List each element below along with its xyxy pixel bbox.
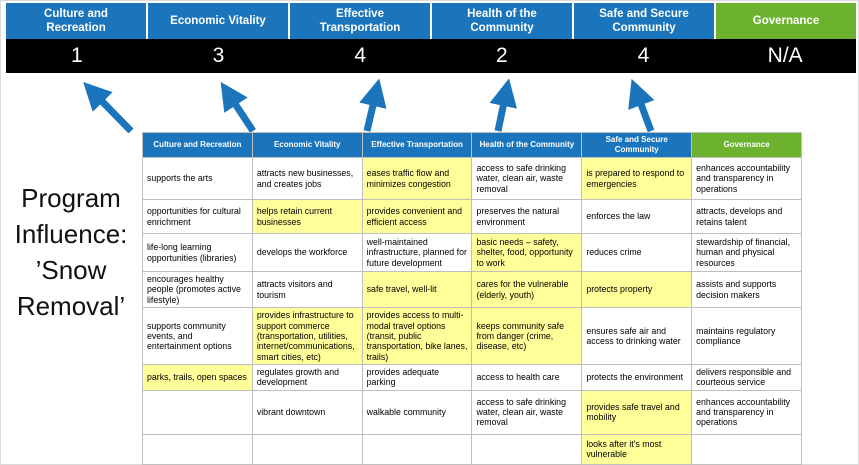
score-value-3: 4 [354,44,366,67]
matrix-row-7: vibrant downtown walkable community access… [142,389,802,435]
matrix-cell-r6-c1: parks, trails, open spaces [142,364,253,391]
matrix-container: Culture and Recreation Economic Vitality E… [142,132,802,465]
matrix-cell-r8-c6 [691,433,802,465]
matrix-cell-r1-c2: attracts new businesses, and creates job… [251,157,363,200]
matrix-row-3: life-long learning opportunities (librar… [142,233,802,272]
matrix-cell-r5-c2: provides infrastructure to support comme… [251,307,363,365]
matrix-row-1: supports the arts attracts new businesses… [142,157,802,200]
matrix-header-row: Culture and Recreation Economic Vitality E… [142,132,802,158]
matrix-cell-r5-c5: ensures safe air and access to drinking … [581,307,693,365]
matrix-cell-r7-c5: provides safe travel and mobility [581,389,693,435]
matrix-cell-r8-c5: looks after it's most vulnerable [581,433,693,465]
matrix-header-4: Health of the Community [471,132,583,158]
score-value-2: 3 [212,44,225,67]
scoreboard-label-6: Governance [716,3,856,39]
matrix-cell-r8-c2 [251,433,363,465]
matrix-row-5: supports community events, and entertain… [142,307,802,365]
matrix-row-4: encourages healthy people (promotes acti… [142,270,802,309]
influence-arrow-4 [489,78,517,132]
score-bar: 1 3 4 2 4 N/A [6,39,856,73]
matrix-cell-r4-c3: safe travel, well-lit [361,270,473,309]
scoreboard-label-3: Effective Transportation [290,3,430,39]
influence-arrows [83,78,655,133]
matrix-cell-r6-c3: provides adequate parking [361,364,473,391]
matrix-cell-r2-c5: enforces the law [581,199,693,234]
matrix-cell-r2-c1: opportunities for cultural enrichment [142,199,253,234]
matrix-cell-r4-c4: cares for the vulnerable (elderly, youth… [471,270,583,309]
matrix-cell-r8-c3 [361,433,473,465]
matrix-cell-r3-c2: develops the workforce [251,233,363,272]
influence-arrow-1 [83,81,134,133]
scoreboard-label-2: Economic Vitality [148,3,288,39]
matrix-cell-r4-c5: protects property [581,270,693,309]
matrix-cell-r4-c6: assists and supports decision makers [691,270,802,309]
matrix-cell-r5-c6: maintains regulatory compliance [691,307,802,365]
influence-arrow-3 [359,78,387,132]
scoreboard-label-1: Culture and Recreation [6,3,146,39]
matrix-cell-r8-c4 [471,433,583,465]
matrix-cell-r6-c4: access to health care [471,364,583,391]
matrix-cell-r4-c1: encourages healthy people (promotes acti… [142,270,253,309]
matrix-cell-r2-c3: provides convenient and efficient access [361,199,473,234]
matrix-cell-r5-c4: keeps community safe from danger (crime,… [471,307,583,365]
page-title: Program Influence: ’Snow Removal’ [14,183,128,321]
matrix-table: Culture and Recreation Economic Vitality E… [142,132,802,465]
matrix-cell-r7-c3: walkable community [361,389,473,435]
matrix-cell-r2-c4: preserves the natural environment [471,199,583,234]
matrix-cell-r5-c1: supports community events, and entertain… [142,307,253,365]
matrix-cell-r3-c4: basic needs – safety, shelter, food, opp… [471,233,583,272]
matrix-cell-r2-c2: helps retain current businesses [251,199,363,234]
matrix-header-1: Culture and Recreation [142,132,253,158]
score-value-6: N/A [767,44,803,67]
scoreboard-label-5: Safe and Secure Community [574,3,714,39]
matrix-cell-r3-c6: stewardship of financial, human and phys… [691,233,802,272]
scoreboard-label-4: Health of the Community [432,3,572,39]
score-value-4: 2 [495,44,508,67]
score-value-1: 1 [70,44,83,67]
top-scoreboard: Culture and Recreation Economic Vitality E… [6,3,856,39]
matrix-cell-r2-c6: attracts, develops and retains talent [691,199,802,234]
matrix-cell-r7-c4: access to safe drinking water, clean air… [471,389,583,435]
matrix-cell-r3-c5: reduces crime [581,233,693,272]
matrix-cell-r1-c1: supports the arts [142,157,253,200]
matrix-cell-r6-c6: delivers responsible and courteous servi… [691,364,802,391]
matrix-cell-r4-c2: attracts visitors and tourism [251,270,363,309]
matrix-cell-r7-c1 [142,389,253,435]
matrix-header-3: Effective Transportation [361,132,473,158]
matrix-row-6: parks, trails, open spaces regulates grow… [142,364,802,391]
matrix-cell-r1-c6: enhances accountability and transparency… [691,157,802,200]
matrix-row-2: opportunities for cultural enrichment hel… [142,199,802,234]
matrix-cell-r6-c2: regulates growth and development [251,364,363,391]
influence-arrow-5 [628,78,655,133]
matrix-header-6: Governance [691,132,802,158]
matrix-row-8: looks after it's most vulnerable [142,433,802,465]
matrix-cell-r7-c6: enhances accountability and transparency… [691,389,802,435]
matrix-cell-r3-c3: well-maintained infrastructure, planned … [361,233,473,272]
score-value-5: 4 [637,44,650,67]
matrix-cell-r1-c3: eases traffic flow and minimizes congest… [361,157,473,200]
matrix-cell-r6-c5: protects the environment [581,364,693,391]
matrix-cell-r1-c4: access to safe drinking water, clean air… [471,157,583,200]
matrix-header-2: Economic Vitality [251,132,363,158]
matrix-cell-r7-c2: vibrant downtown [251,389,363,435]
matrix-body: supports the arts attracts new businesses… [142,157,802,465]
matrix-header-5: Safe and Secure Community [581,132,693,158]
matrix-cell-r3-c1: life-long learning opportunities (librar… [142,233,253,272]
matrix-cell-r8-c1 [142,433,253,465]
matrix-cell-r5-c3: provides access to multi-modal travel op… [361,307,473,365]
matrix-cell-r1-c5: is prepared to respond to emergencies [581,157,693,200]
influence-arrow-2 [220,81,256,133]
